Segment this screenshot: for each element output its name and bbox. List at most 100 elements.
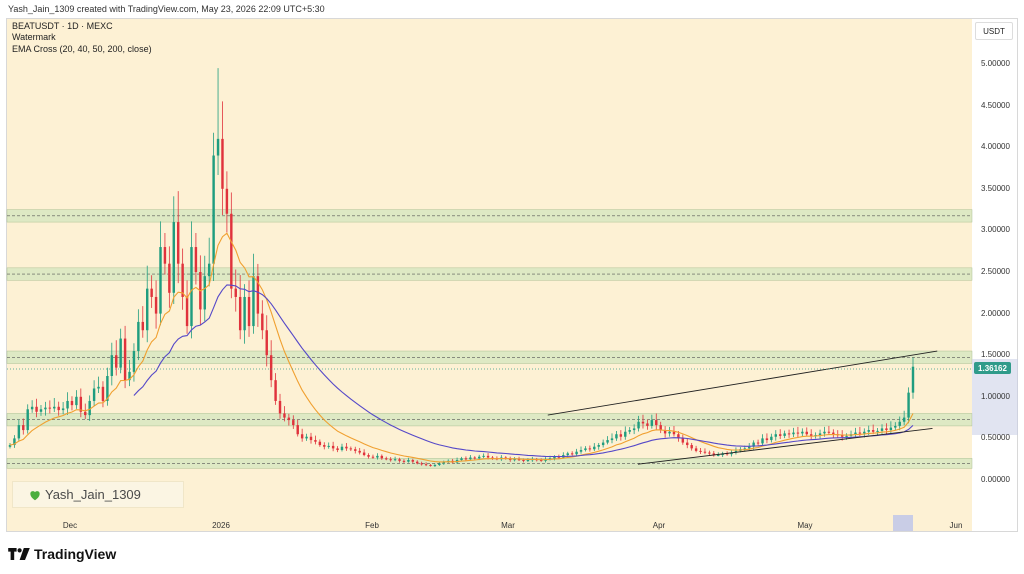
candle-body bbox=[832, 432, 835, 435]
candle-body bbox=[176, 222, 180, 264]
candle-body bbox=[787, 433, 791, 435]
candle-body bbox=[22, 425, 25, 431]
candle-body bbox=[84, 411, 87, 416]
candle-body bbox=[238, 296, 242, 331]
tradingview-logo[interactable]: TradingView bbox=[8, 546, 116, 562]
candle-body bbox=[128, 371, 131, 381]
candle-body bbox=[632, 428, 636, 431]
x-tick-label: Apr bbox=[652, 521, 666, 530]
candle-body bbox=[70, 400, 74, 406]
candle-body bbox=[367, 455, 370, 457]
candle-body bbox=[53, 406, 56, 409]
candle-body bbox=[730, 452, 733, 455]
candle-body bbox=[13, 438, 16, 446]
candle-body bbox=[889, 427, 893, 431]
candle-body bbox=[39, 409, 43, 412]
candle-body bbox=[358, 450, 361, 453]
candle-body bbox=[110, 355, 114, 376]
candle-body bbox=[48, 407, 52, 409]
candle-body bbox=[416, 461, 419, 464]
candle-body bbox=[309, 436, 313, 441]
candle-body bbox=[809, 434, 813, 436]
candle-body bbox=[181, 263, 184, 297]
candle-body bbox=[641, 421, 645, 424]
candle-body bbox=[88, 400, 91, 416]
candle-body bbox=[101, 386, 105, 401]
candle-body bbox=[287, 417, 291, 421]
candle-body bbox=[668, 431, 671, 434]
candle-body bbox=[575, 451, 578, 455]
candle-body bbox=[327, 445, 330, 447]
candle-body bbox=[522, 460, 525, 462]
candle-body bbox=[681, 438, 685, 443]
candle-body bbox=[663, 430, 667, 434]
candle-body bbox=[765, 438, 769, 441]
candle-body bbox=[770, 436, 773, 441]
candle-body bbox=[880, 428, 884, 431]
tradingview-logo-icon bbox=[8, 548, 30, 560]
candle-body bbox=[473, 457, 476, 459]
candle-body bbox=[354, 449, 357, 451]
trendline[interactable] bbox=[547, 350, 938, 416]
candle-body bbox=[885, 428, 888, 431]
candle-body bbox=[17, 425, 21, 439]
candle-body bbox=[163, 247, 167, 264]
candle-body bbox=[708, 452, 711, 454]
candle-body bbox=[61, 408, 65, 411]
ema-fast-line bbox=[9, 232, 914, 463]
candle-body bbox=[517, 459, 521, 461]
y-tick-label: 0.00000 bbox=[981, 475, 1010, 484]
y-tick-label: 2.50000 bbox=[981, 267, 1010, 276]
candle-body bbox=[486, 455, 490, 458]
candle-body bbox=[420, 463, 423, 465]
x-tick-label: Jun bbox=[949, 521, 963, 530]
date-range-highlight bbox=[893, 515, 913, 531]
candle-body bbox=[539, 460, 543, 462]
candle-body bbox=[482, 455, 485, 457]
candle-body bbox=[610, 438, 614, 441]
y-tick-label: 2.00000 bbox=[981, 308, 1010, 318]
candle-body bbox=[429, 465, 432, 467]
candle-body bbox=[393, 459, 397, 461]
candle-body bbox=[261, 313, 264, 331]
zones-layer bbox=[6, 209, 973, 469]
candle-body bbox=[911, 366, 915, 393]
candle-body bbox=[876, 430, 879, 432]
candle-body bbox=[650, 420, 654, 426]
candle-body bbox=[424, 464, 428, 466]
trendlines-layer bbox=[547, 350, 938, 465]
candle-body bbox=[907, 392, 910, 418]
legend-watermark: Watermark bbox=[12, 32, 56, 42]
candle-body bbox=[376, 455, 379, 458]
candle-body bbox=[150, 288, 153, 297]
candle-body bbox=[725, 453, 729, 455]
candle-body bbox=[628, 430, 631, 432]
trendline[interactable] bbox=[637, 427, 933, 465]
candle-body bbox=[8, 445, 12, 447]
currency-button[interactable]: USDT bbox=[975, 22, 1013, 40]
y-tick-label: 4.50000 bbox=[981, 100, 1010, 110]
candle-body bbox=[35, 406, 38, 412]
heart-icon bbox=[30, 491, 40, 501]
candle-body bbox=[194, 247, 198, 272]
tradingview-logo-text: TradingView bbox=[34, 546, 117, 562]
candle-body bbox=[553, 456, 556, 459]
candle-body bbox=[557, 456, 561, 458]
candle-body bbox=[442, 461, 446, 464]
candle-body bbox=[154, 296, 158, 314]
candle-body bbox=[146, 288, 149, 331]
candle-body bbox=[159, 247, 162, 314]
candle-body bbox=[115, 355, 118, 368]
current-price-label: 1.36162 bbox=[974, 362, 1011, 374]
candle-body bbox=[734, 450, 738, 453]
candle-body bbox=[823, 431, 826, 434]
candle-body bbox=[345, 446, 348, 449]
candle-body bbox=[203, 276, 206, 310]
candle-body bbox=[26, 409, 29, 431]
candle-body bbox=[398, 459, 401, 461]
ema-slow-line bbox=[133, 284, 914, 458]
candle-body bbox=[438, 463, 441, 466]
candle-body bbox=[624, 431, 627, 437]
candle-body bbox=[606, 440, 609, 443]
